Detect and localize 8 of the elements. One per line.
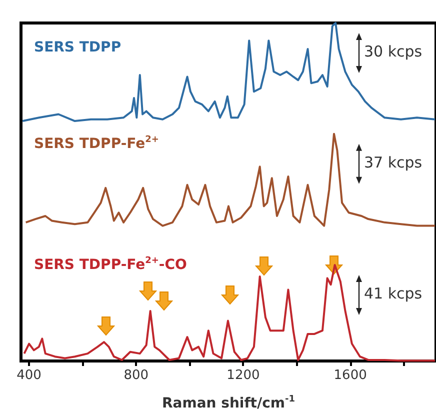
series-label: SERS TDPP xyxy=(34,39,122,56)
x-tick-label: 800 xyxy=(124,368,149,383)
x-tick-label: 400 xyxy=(16,368,42,383)
annotation: 37 kcps xyxy=(364,153,422,172)
annotation: 30 kcps xyxy=(364,42,422,60)
annotation: 41 kcps xyxy=(364,284,422,303)
x-tick-label: 1600 xyxy=(334,368,367,383)
x-tick-label: 1200 xyxy=(226,368,260,383)
